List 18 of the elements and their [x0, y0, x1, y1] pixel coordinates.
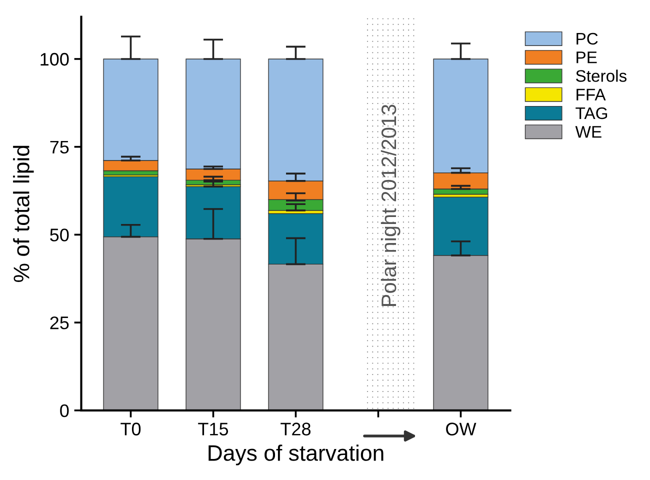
legend-label: TAG [576, 107, 608, 120]
y-axis-title: % of total lipid [13, 146, 34, 282]
x-tick-label: T15 [198, 422, 228, 436]
legend-label: WE [575, 126, 602, 138]
legend-label: PC [576, 32, 598, 45]
y-tick-label: 100 [40, 52, 69, 66]
y-tick-label: 50 [50, 228, 69, 242]
y-tick-label: 0 [60, 404, 69, 418]
x-axis-title: Days of starvation [208, 444, 384, 466]
y-tick-label: 25 [50, 316, 69, 330]
legend-label: FFA [576, 88, 606, 100]
annotation: Polar night 2012/2013 [380, 104, 400, 306]
x-tick-label: T28 [280, 422, 311, 436]
x-tick-label: OW [446, 422, 476, 436]
legend-label: PE [576, 52, 597, 64]
x-tick-label: T0 [120, 422, 141, 436]
y-tick-label: 75 [50, 140, 69, 154]
legend-label: Sterols [576, 70, 627, 82]
